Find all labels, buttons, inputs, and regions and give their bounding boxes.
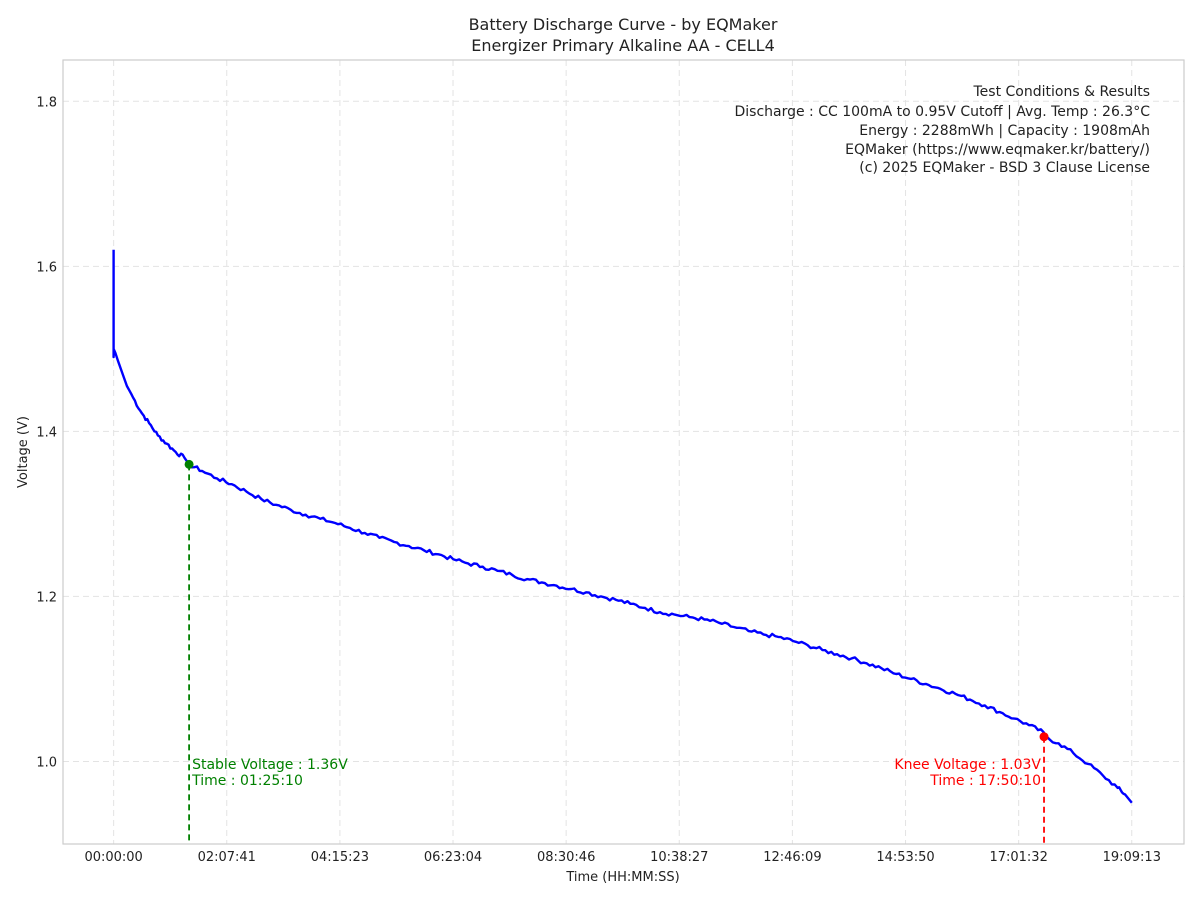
x-axis-label: Time (HH:MM:SS) [565,870,679,885]
x-tick-label: 19:09:13 [1103,850,1161,865]
x-tick-label: 14:53:50 [876,850,934,865]
x-axis-ticks: 00:00:00 02:07:41 04:15:23 06:23:04 08:30:46… [84,850,1161,865]
info-discharge: Discharge : CC 100mA to 0.95V Cutoff | A… [734,104,1150,120]
x-tick-label: 10:38:27 [650,850,708,865]
x-tick-label: 12:46:09 [763,850,821,865]
y-tick-label: 1.4 [36,425,57,440]
annotation-label-time: Time : 01:25:10 [191,773,303,789]
info-energy: Energy : 2288mWh | Capacity : 1908mAh [859,123,1150,139]
grid [63,60,1184,844]
info-heading: Test Conditions & Results [973,84,1151,100]
voltage-series-line [112,249,1133,804]
annotation-label-time: Time : 17:50:10 [929,773,1041,789]
x-tick-label: 04:15:23 [311,850,369,865]
info-source: EQMaker (https://www.eqmaker.kr/battery/… [845,142,1150,158]
info-license: (c) 2025 EQMaker - BSD 3 Clause License [859,160,1150,176]
x-tick-label: 17:01:32 [989,850,1047,865]
x-tick-label: 08:30:46 [537,850,595,865]
annotation-label-voltage: Stable Voltage : 1.36V [192,757,348,773]
y-axis-ticks: 1.0 1.2 1.4 1.6 1.8 [36,95,57,770]
x-tick-label: 02:07:41 [198,850,256,865]
annotation-label-voltage: Knee Voltage : 1.03V [894,757,1041,773]
x-tick-label: 06:23:04 [424,850,482,865]
marker-point [1039,732,1049,742]
y-axis-label: Voltage (V) [16,416,31,488]
y-tick-label: 1.2 [36,590,57,605]
markers [184,459,1049,742]
y-tick-label: 1.6 [36,260,57,275]
y-tick-label: 1.0 [36,755,57,770]
marker-point [184,459,194,469]
chart-title: Battery Discharge Curve - by EQMaker [469,15,778,34]
chart-subtitle: Energizer Primary Alkaline AA - CELL4 [471,36,775,55]
x-tick-label: 00:00:00 [84,850,142,865]
plot-frame [62,59,1185,845]
series-layer [112,249,1133,804]
y-tick-label: 1.8 [36,95,57,110]
reference-lines [188,464,1045,844]
info-box: Test Conditions & Results Discharge : CC… [734,84,1150,176]
